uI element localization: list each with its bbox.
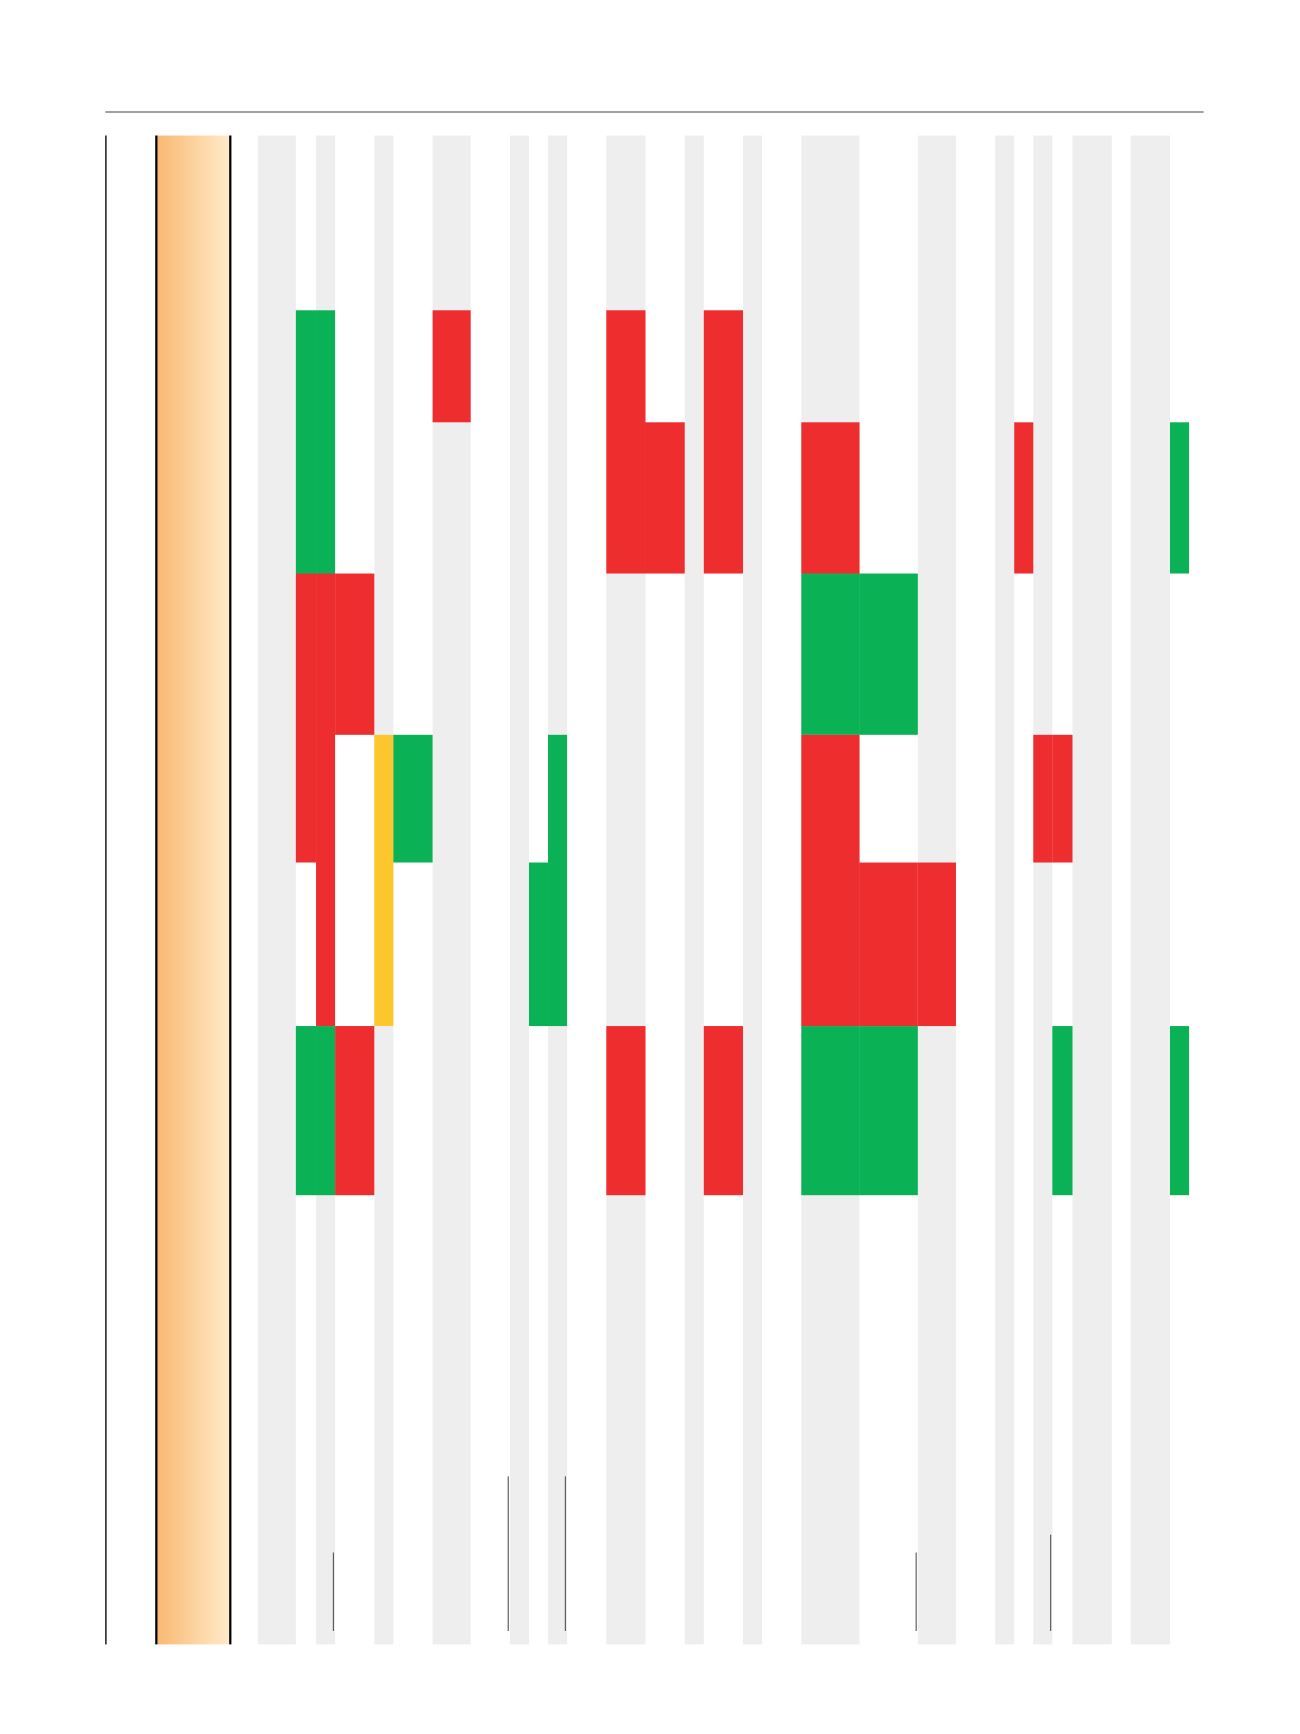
header-band bbox=[156, 135, 230, 1645]
cell-red bbox=[859, 862, 918, 1027]
cell-red bbox=[703, 1026, 744, 1196]
cell-yellow bbox=[374, 734, 394, 1027]
shaded-column bbox=[1130, 135, 1170, 1645]
cell-red bbox=[335, 1026, 375, 1196]
cell-green bbox=[295, 1026, 317, 1196]
cell-green bbox=[528, 862, 549, 1027]
shaded-column bbox=[509, 135, 529, 1645]
cell-red bbox=[335, 573, 375, 735]
cell-green bbox=[1170, 1026, 1190, 1196]
cell-green bbox=[859, 1026, 918, 1196]
cell-green bbox=[316, 310, 336, 574]
shaded-column bbox=[743, 135, 763, 1645]
cell-green bbox=[548, 734, 568, 1027]
cell-green bbox=[316, 1026, 336, 1196]
cell-green bbox=[295, 310, 317, 574]
cell-red bbox=[316, 573, 336, 1027]
shaded-column bbox=[1072, 135, 1112, 1645]
cell-green bbox=[1170, 422, 1190, 574]
cell-red bbox=[917, 862, 956, 1027]
cell-green bbox=[801, 573, 860, 735]
cell-red bbox=[606, 310, 646, 574]
cell-red bbox=[1052, 734, 1073, 863]
cell-red bbox=[801, 422, 860, 574]
shaded-column bbox=[1033, 135, 1053, 1645]
cell-green bbox=[859, 573, 918, 735]
cell-red bbox=[1033, 734, 1053, 863]
cell-green bbox=[393, 734, 433, 863]
cell-red bbox=[645, 422, 685, 574]
cell-green bbox=[801, 1026, 860, 1196]
cell-green bbox=[1052, 1026, 1073, 1196]
cell-red bbox=[606, 1026, 646, 1196]
shaded-column bbox=[257, 135, 296, 1645]
cell-red bbox=[295, 573, 317, 863]
cell-red bbox=[432, 310, 471, 423]
cell-red bbox=[703, 310, 744, 574]
shaded-column bbox=[684, 135, 704, 1645]
cell-red bbox=[801, 734, 860, 1027]
shaded-column bbox=[995, 135, 1015, 1645]
cell-red bbox=[1014, 422, 1034, 574]
